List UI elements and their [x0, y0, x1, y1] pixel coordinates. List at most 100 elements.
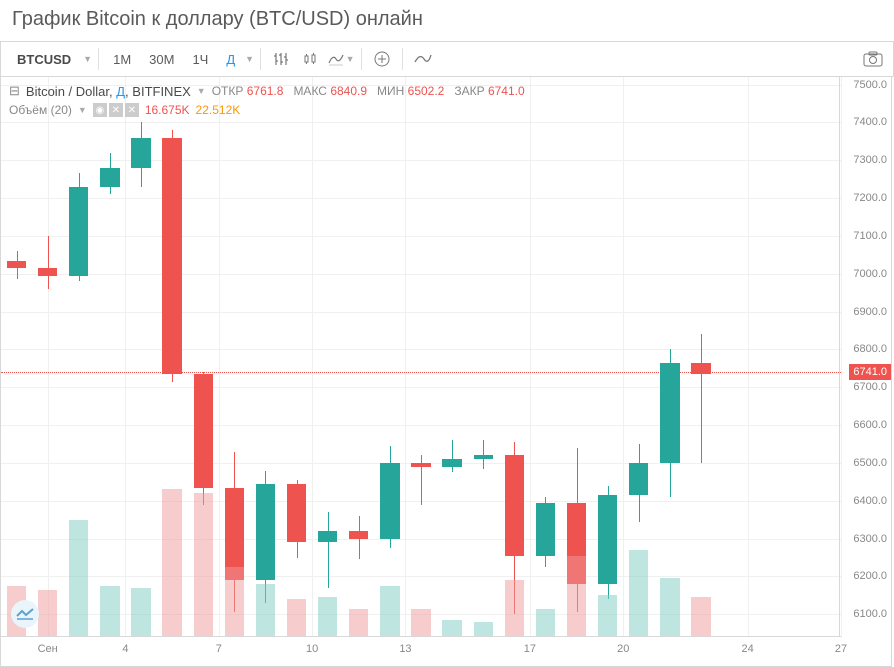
ohlc-values: ОТКР 6761.8 МАКС 6840.9 МИН 6502.2 ЗАКР … — [212, 84, 525, 98]
candle-body — [349, 531, 368, 539]
volume-bar: Объём (20) ▼ ◉✕✕ 16.675K 22.512K — [9, 103, 240, 117]
gear-icon[interactable]: ✕ — [109, 103, 123, 117]
candle-body — [442, 459, 461, 467]
candle-body — [256, 484, 275, 580]
compare-icon[interactable] — [368, 45, 396, 73]
plot-area[interactable] — [1, 77, 841, 637]
candle-body — [38, 268, 57, 276]
volume-bar — [536, 609, 555, 637]
tradingview-logo-icon[interactable] — [11, 600, 39, 628]
expand-icon[interactable]: ⊟ — [9, 83, 20, 99]
y-tick-label: 6800.0 — [853, 343, 887, 355]
volume-bar — [287, 599, 306, 637]
y-tick-label: 7500.0 — [853, 79, 887, 91]
x-tick-label: 4 — [122, 643, 128, 655]
y-tick-label: 7200.0 — [853, 192, 887, 204]
interval-button[interactable]: 1Ч — [184, 45, 216, 73]
volume-bar — [194, 493, 213, 637]
volume-value-2: 22.512K — [196, 103, 241, 117]
y-tick-label: 6100.0 — [853, 608, 887, 620]
candle-body — [660, 363, 679, 463]
volume-bar — [225, 567, 244, 637]
volume-bar — [629, 550, 648, 637]
x-tick-label: 13 — [399, 643, 411, 655]
x-axis[interactable]: Сен47101317202427 — [1, 636, 841, 666]
separator — [260, 48, 261, 70]
x-tick-label: 17 — [524, 643, 536, 655]
volume-bar — [474, 622, 493, 637]
y-axis[interactable]: 6100.06200.06300.06400.06500.06600.06700… — [839, 77, 891, 637]
candle-body — [318, 531, 337, 542]
candle-style-icon[interactable] — [297, 45, 325, 73]
volume-bar — [349, 609, 368, 637]
candle-wick — [48, 236, 49, 289]
separator — [402, 48, 403, 70]
candle-wick — [452, 440, 453, 472]
volume-value-1: 16.675K — [145, 103, 190, 117]
y-tick-label: 6900.0 — [853, 306, 887, 318]
candle-body — [162, 138, 181, 374]
y-tick-label: 6600.0 — [853, 419, 887, 431]
eye-icon[interactable]: ◉ — [93, 103, 107, 117]
chevron-down-icon[interactable]: ▼ — [245, 54, 254, 64]
volume-bar — [660, 578, 679, 637]
volume-bar — [411, 609, 430, 637]
price-line — [1, 372, 841, 373]
volume-bar — [131, 588, 150, 637]
volume-bar — [598, 595, 617, 637]
volume-bar — [100, 586, 119, 637]
candle-body — [691, 363, 710, 374]
candle-body — [380, 463, 399, 539]
volume-bar — [69, 520, 88, 637]
symbol-label[interactable]: BTCUSD — [7, 52, 81, 67]
interval-button[interactable]: 30М — [141, 45, 182, 73]
chevron-down-icon: ▼ — [83, 54, 92, 64]
chart-info-bar: ⊟ Bitcoin / Dollar, Д, BITFINEX ▼ ОТКР 6… — [9, 83, 525, 99]
candle-body — [411, 463, 430, 467]
candle-body — [474, 455, 493, 459]
candle-body — [100, 168, 119, 187]
x-tick-label: 7 — [216, 643, 222, 655]
candle-wick — [328, 512, 329, 588]
chevron-down-icon[interactable]: ▼ — [197, 86, 206, 96]
y-tick-label: 6400.0 — [853, 495, 887, 507]
x-tick-label: 27 — [835, 643, 847, 655]
x-tick-label: 10 — [306, 643, 318, 655]
volume-bar — [505, 580, 524, 637]
y-tick-label: 6700.0 — [853, 381, 887, 393]
camera-icon[interactable] — [859, 45, 887, 73]
candle-body — [598, 495, 617, 584]
chart-area[interactable]: ⊟ Bitcoin / Dollar, Д, BITFINEX ▼ ОТКР 6… — [0, 77, 892, 667]
line-tool-icon[interactable] — [409, 45, 437, 73]
candle-body — [131, 138, 150, 168]
chart-toolbar: BTCUSD ▼ 1М30М1ЧД ▼ ▼ — [0, 41, 894, 77]
indicators-icon[interactable]: ▼ — [327, 45, 355, 73]
candle-body — [7, 261, 26, 269]
separator — [361, 48, 362, 70]
x-tick-label: 20 — [617, 643, 629, 655]
volume-controls[interactable]: ◉✕✕ — [93, 103, 139, 117]
volume-bar — [162, 489, 181, 637]
candle-wick — [701, 334, 702, 463]
volume-bar — [691, 597, 710, 637]
volume-bar — [380, 586, 399, 637]
chart-title: Bitcoin / Dollar, Д, BITFINEX — [26, 84, 191, 99]
candle-body — [194, 374, 213, 488]
y-tick-label: 6300.0 — [853, 533, 887, 545]
chevron-down-icon[interactable]: ▼ — [78, 105, 87, 115]
x-tick-label: 24 — [742, 643, 754, 655]
volume-bar — [567, 556, 586, 637]
separator — [98, 48, 99, 70]
price-tag: 6741.0 — [849, 364, 891, 380]
interval-button[interactable]: Д — [218, 45, 243, 73]
close-icon[interactable]: ✕ — [125, 103, 139, 117]
candle-body — [69, 187, 88, 276]
bars-style-icon[interactable] — [267, 45, 295, 73]
candle-body — [629, 463, 648, 495]
y-tick-label: 7100.0 — [853, 230, 887, 242]
volume-bar — [38, 590, 57, 637]
volume-bar — [256, 584, 275, 637]
candle-body — [287, 484, 306, 543]
y-tick-label: 7400.0 — [853, 116, 887, 128]
interval-button[interactable]: 1М — [105, 45, 139, 73]
